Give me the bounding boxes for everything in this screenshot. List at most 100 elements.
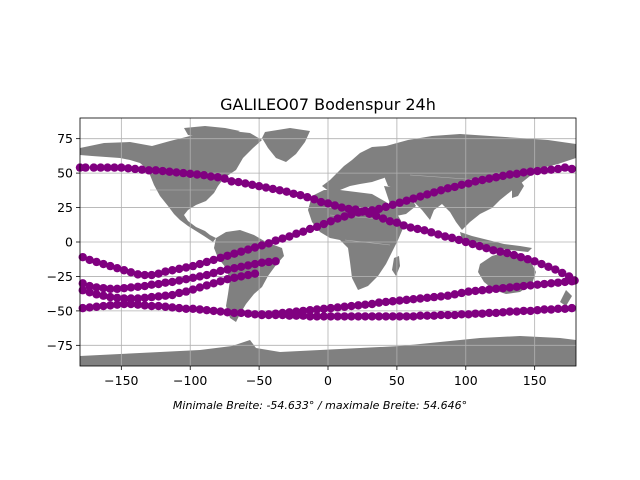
track-point (381, 202, 391, 212)
track-point (237, 262, 246, 271)
track-point (464, 179, 473, 188)
y-tick-label: −25 (47, 269, 73, 284)
track-point (526, 281, 535, 290)
track-point (406, 223, 415, 232)
track-point (172, 168, 181, 177)
track-point (250, 269, 260, 278)
track-point (168, 277, 177, 287)
track-point (457, 288, 466, 298)
new-zealand-land (560, 290, 572, 306)
track-point (519, 306, 528, 316)
track-point (117, 163, 126, 172)
track-point (429, 311, 439, 320)
track-point (416, 192, 425, 201)
track-point (257, 310, 267, 320)
ground-track-points (75, 163, 579, 321)
track-point (243, 245, 253, 254)
track-point (388, 200, 397, 209)
track-point (402, 312, 411, 321)
track-point (567, 277, 577, 286)
track-point (175, 288, 184, 298)
track-point (374, 312, 384, 321)
track-point (326, 312, 335, 321)
track-point (223, 265, 232, 274)
track-point (268, 184, 278, 194)
track-point (243, 261, 253, 270)
track-point (526, 167, 535, 176)
track-point (106, 292, 115, 302)
track-point (216, 253, 225, 263)
track-point (133, 282, 143, 291)
track-point (523, 255, 532, 264)
track-point (264, 239, 273, 248)
track-point (99, 301, 108, 311)
track-point (192, 170, 202, 179)
y-tick-label: 25 (57, 200, 73, 215)
track-point (216, 266, 225, 276)
track-point (96, 163, 105, 172)
track-point (147, 270, 156, 280)
track-point (133, 270, 143, 279)
track-point (485, 285, 494, 294)
track-point (250, 259, 260, 269)
track-point (512, 307, 521, 316)
track-point (491, 284, 501, 294)
track-point (374, 204, 384, 214)
x-axis-ticks: −150 −100 −50 0 50 100 150 (104, 366, 547, 388)
europe-land (322, 146, 404, 192)
track-point (551, 265, 560, 274)
track-point (312, 312, 322, 321)
track-point (319, 312, 329, 321)
track-point (498, 171, 508, 181)
track-point (85, 281, 94, 291)
track-point (471, 309, 480, 318)
y-tick-label: 50 (57, 166, 73, 181)
track-point (220, 174, 229, 183)
track-point (423, 311, 432, 320)
track-point (567, 164, 577, 174)
track-point (124, 164, 133, 173)
track-point (195, 259, 205, 269)
track-point (271, 309, 280, 318)
track-point (420, 226, 429, 235)
track-point (471, 177, 480, 186)
track-point (106, 261, 115, 271)
track-point (119, 283, 129, 293)
track-point (119, 266, 129, 275)
track-point (537, 259, 546, 269)
track-point (99, 283, 108, 293)
track-point (296, 190, 305, 200)
track-point (409, 312, 418, 321)
track-point (505, 307, 515, 316)
track-point (299, 227, 308, 236)
track-point (289, 189, 298, 198)
track-point (186, 169, 195, 178)
track-point (202, 257, 211, 267)
track-point (137, 165, 147, 174)
track-point (227, 177, 236, 186)
track-point (395, 198, 404, 207)
track-point (560, 277, 570, 287)
track-point (530, 257, 539, 266)
track-point (175, 276, 184, 285)
track-point (367, 299, 377, 309)
track-point (354, 301, 363, 310)
track-point (526, 306, 535, 316)
track-point (92, 283, 101, 292)
track-point (292, 229, 301, 238)
map-panel: −150 −100 −50 0 50 100 150 −75 −50 −25 0 25 50 75 (47, 117, 579, 388)
track-point (271, 236, 280, 245)
track-point (326, 217, 335, 226)
track-point (195, 272, 205, 281)
track-point (516, 252, 526, 262)
track-point (147, 280, 156, 289)
track-point (436, 292, 446, 301)
track-point (333, 312, 342, 321)
track-point (113, 263, 122, 273)
track-point (154, 292, 163, 301)
track-point (209, 268, 218, 278)
track-point (285, 232, 294, 241)
track-point (230, 263, 239, 273)
track-point (553, 278, 563, 287)
track-point (140, 293, 149, 302)
